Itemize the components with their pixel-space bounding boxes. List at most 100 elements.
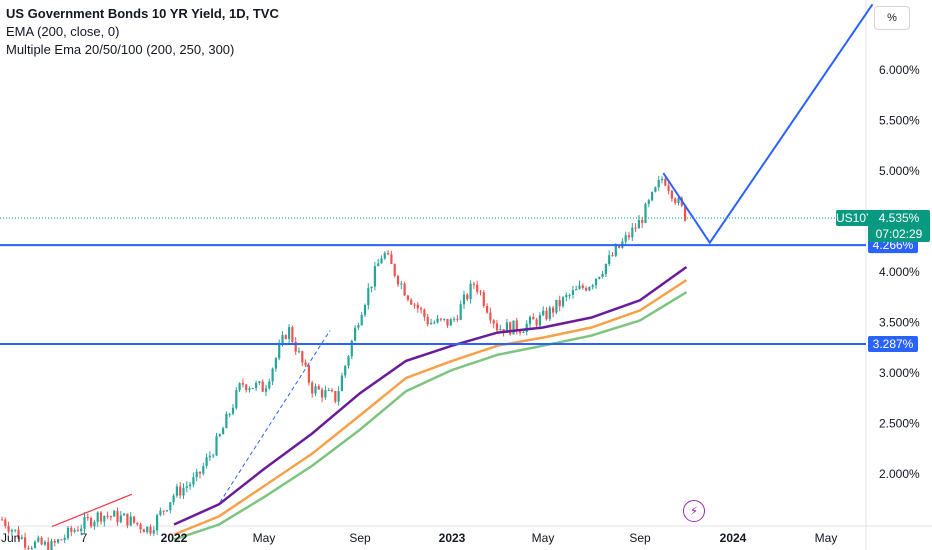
candle-body bbox=[519, 331, 522, 333]
candle-body bbox=[604, 263, 607, 274]
candle-body bbox=[370, 286, 373, 289]
candle-body bbox=[512, 320, 515, 335]
candle-body bbox=[307, 365, 310, 383]
candle-body bbox=[347, 356, 350, 366]
candle-body bbox=[360, 314, 363, 326]
candle-body bbox=[634, 227, 637, 229]
candle-body bbox=[469, 283, 472, 300]
candle-body bbox=[218, 434, 221, 437]
candle-body bbox=[403, 283, 406, 296]
candle-body bbox=[10, 530, 13, 532]
candle-body bbox=[156, 515, 159, 531]
candle-body bbox=[149, 526, 152, 534]
x-tick-label: May bbox=[532, 531, 555, 545]
candle-body bbox=[96, 512, 99, 522]
candle-body bbox=[446, 318, 449, 326]
candle-body bbox=[486, 305, 489, 313]
candle-body bbox=[443, 318, 446, 320]
candle-body bbox=[674, 198, 677, 203]
candle-body bbox=[525, 323, 528, 332]
candle-body bbox=[205, 457, 208, 467]
candle-body bbox=[400, 283, 403, 285]
candle-body bbox=[169, 502, 172, 511]
candle-body bbox=[139, 524, 142, 530]
candle-body bbox=[113, 511, 116, 517]
ema-line-2 bbox=[173, 279, 688, 536]
lightning-icon[interactable]: ⚡ bbox=[683, 500, 705, 522]
candle-body bbox=[70, 527, 73, 532]
candle-body bbox=[172, 495, 175, 503]
percent-scale-button[interactable]: % bbox=[874, 6, 910, 30]
candle-body bbox=[641, 219, 644, 223]
candle-body bbox=[132, 516, 136, 523]
candle-body bbox=[274, 358, 277, 369]
candle-body bbox=[532, 316, 535, 320]
candle-body bbox=[63, 537, 66, 540]
candle-body bbox=[571, 290, 574, 295]
candle-body bbox=[80, 528, 83, 532]
candle-body bbox=[297, 351, 301, 353]
candle-body bbox=[228, 413, 231, 415]
candle-body bbox=[581, 285, 584, 288]
candle-body bbox=[499, 329, 502, 331]
candle-body bbox=[251, 388, 254, 390]
candle-body bbox=[383, 253, 386, 259]
y-tick-label: 2.000% bbox=[879, 467, 920, 481]
candle-body bbox=[664, 178, 667, 186]
level-tag-bg bbox=[868, 336, 918, 353]
candle-body bbox=[73, 530, 76, 532]
candle-body bbox=[60, 539, 63, 541]
candle-body bbox=[268, 381, 271, 389]
candle-body bbox=[248, 388, 251, 391]
candle-body bbox=[396, 275, 400, 285]
price-series bbox=[0, 175, 687, 550]
candle-body bbox=[624, 235, 627, 242]
candle-body bbox=[456, 318, 459, 320]
x-tick-label: May bbox=[253, 531, 276, 545]
red-trendline bbox=[51, 493, 133, 528]
candle-body bbox=[377, 263, 380, 267]
candle-body bbox=[255, 382, 258, 389]
candle-body bbox=[146, 526, 149, 533]
candle-body bbox=[291, 327, 294, 342]
y-tick-label: 4.000% bbox=[879, 265, 920, 279]
candle-body bbox=[387, 253, 390, 255]
candle-body bbox=[575, 289, 578, 291]
candle-body bbox=[459, 304, 462, 320]
candle-body bbox=[261, 381, 264, 392]
x-tick-label: Sep bbox=[349, 531, 371, 545]
candle-body bbox=[598, 276, 601, 279]
legend-multi-ema[interactable]: Multiple Ema 20/50/100 (200, 250, 300) bbox=[6, 42, 235, 57]
candle-body bbox=[99, 512, 103, 522]
candle-body bbox=[304, 362, 307, 366]
candle-body bbox=[466, 294, 469, 300]
symbol-tag-bg bbox=[836, 209, 874, 226]
candle-body bbox=[684, 205, 687, 221]
candle-body bbox=[288, 327, 291, 339]
time-axis[interactable]: Jun 7 2022 May Sep 2023 May Sep 2024 May bbox=[1, 531, 837, 545]
candle-body bbox=[284, 335, 287, 339]
candle-body bbox=[660, 178, 664, 181]
candle-body bbox=[126, 513, 129, 526]
horizontal-levels[interactable] bbox=[0, 244, 866, 346]
candle-body bbox=[631, 227, 634, 238]
candle-body bbox=[505, 322, 508, 333]
x-tick-label: 2022 bbox=[161, 531, 188, 545]
legend-ema[interactable]: EMA (200, close, 0) bbox=[6, 24, 120, 39]
candle-body bbox=[189, 484, 192, 487]
candle-body bbox=[264, 388, 268, 392]
legend-title[interactable]: US Government Bonds 10 YR Yield, 1D, TVC bbox=[6, 6, 279, 21]
candle-body bbox=[585, 287, 588, 291]
candle-body bbox=[7, 526, 10, 532]
candle-body bbox=[294, 341, 297, 352]
candle-body bbox=[354, 327, 357, 341]
price-axis[interactable]: 2.000%2.500%3.000%3.500%4.000%4.500%5.00… bbox=[879, 63, 920, 481]
price-tag-value: 4.535% bbox=[879, 211, 920, 225]
candle-body bbox=[439, 318, 442, 320]
x-tick-label: Jun bbox=[1, 531, 20, 545]
candle-body bbox=[568, 294, 571, 296]
candle-body bbox=[317, 386, 320, 390]
projection-path bbox=[662, 3, 874, 245]
candle-body bbox=[162, 510, 165, 512]
